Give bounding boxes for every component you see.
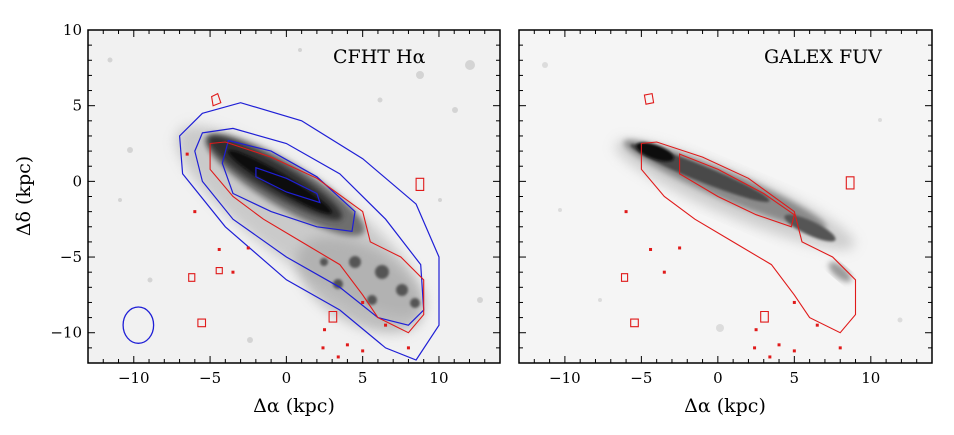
red-contour-1 [679,153,795,228]
fuv-panel: −10 −5 0 5 10 GALEX FUV Δα (kpc) [518,29,933,417]
red-contour-6 [760,310,769,323]
red-speck-3 [231,270,235,274]
x-tick-label: −10 [549,369,581,387]
red-speck-11 [838,346,842,350]
red-speck-9 [185,152,189,156]
red-speck-8 [361,349,365,353]
red-speck-0 [193,210,197,214]
y-tick-label: 10 [63,21,82,39]
x-tick-label: −5 [199,369,221,387]
x-tick-label: 0 [713,369,723,387]
red-contour-5 [415,177,425,191]
halpha-ticks: −10 −5 0 5 10 10 5 0 −5 −10 [50,21,501,387]
red-speck-2 [246,246,250,250]
red-contour-4 [197,318,207,328]
red-speck-9 [792,300,796,304]
red-contour-0 [640,141,857,334]
red-contour-4 [630,318,639,328]
red-speck-7 [345,343,349,347]
red-speck-0 [624,210,628,214]
red-speck-5 [321,346,325,350]
x-tick-label: 10 [861,369,880,387]
fuv-xlabel: Δα (kpc) [684,395,766,417]
halpha-panel-label: CFHT Hα [333,46,426,68]
red-speck-6 [336,355,340,359]
blue-contour-0 [178,102,440,361]
fuv-contours [620,92,857,359]
fuv-panel-label: GALEX FUV [764,46,882,68]
halpha-emission [107,48,483,343]
red-contour-2 [188,273,196,282]
red-speck-10 [815,323,819,327]
blue-contour-1 [194,127,425,326]
red-speck-10 [361,300,365,304]
x-tick-label: 0 [282,369,292,387]
red-speck-3 [662,270,666,274]
halpha-panel: −10 −5 0 5 10 10 5 0 −5 −10 CFHT Hα Δα (kpc) Δδ (… [13,21,501,417]
red-speck-1 [649,247,653,251]
red-speck-12 [406,346,410,350]
halpha-ylabel: Δδ (kpc) [13,156,35,236]
x-tick-label: −5 [630,369,652,387]
y-tick-label: 0 [72,172,82,190]
red-contour-1 [210,92,222,107]
y-tick-label: −5 [60,248,82,266]
fuv-emission [542,62,903,332]
halpha-contours [122,92,440,361]
red-speck-4 [754,328,758,332]
x-tick-label: 10 [429,369,448,387]
x-tick-label: 5 [790,369,800,387]
red-speck-7 [777,343,781,347]
red-speck-4 [323,328,327,332]
red-contour-0 [209,141,425,334]
halpha-xlabel: Δα (kpc) [253,395,335,417]
red-speck-2 [678,246,682,250]
y-tick-label: 5 [72,97,82,115]
red-speck-1 [217,247,221,251]
x-tick-label: −10 [118,369,150,387]
red-contour-2 [643,92,655,105]
red-contour-3 [215,267,223,275]
red-contour-3 [620,273,629,282]
red-contour-5 [845,176,855,190]
beam-ellipse [122,306,155,344]
red-speck-6 [768,355,772,359]
red-contour-6 [328,310,338,323]
x-tick-label: 5 [358,369,368,387]
red-speck-5 [753,346,757,350]
blue-contour-3 [255,166,321,204]
y-tick-label: −10 [50,324,82,342]
fuv-ticks: −10 −5 0 5 10 [518,29,933,387]
red-speck-8 [792,349,796,353]
blue-contour-2 [221,139,356,232]
red-speck-11 [384,323,388,327]
